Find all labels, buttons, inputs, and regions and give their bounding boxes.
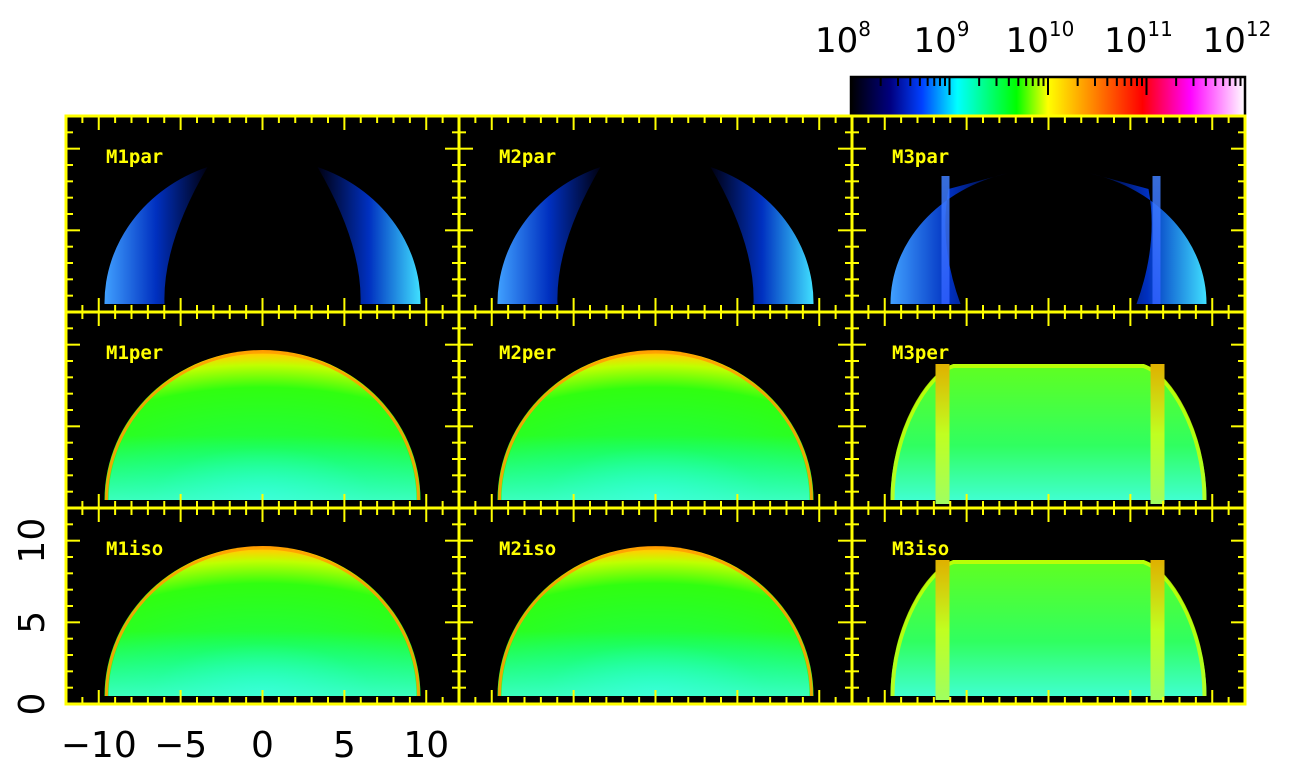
- jet-left: [935, 364, 950, 504]
- colorbar-ticks: [850, 77, 1242, 95]
- panel-M1par: M1par: [64, 114, 461, 314]
- density-edge-left: [890, 173, 1009, 304]
- x-tick-labels: −10 −5 0 5 10: [61, 725, 449, 762]
- colorbar-labels: 108 109 1010 1011 1012: [815, 17, 1271, 61]
- panel-M2per: M2per: [457, 310, 854, 510]
- x-tick-label: 10: [403, 725, 449, 762]
- density-dome-base: [501, 552, 810, 696]
- density-dome-base: [501, 356, 810, 500]
- y-tick-label: 10: [12, 518, 53, 564]
- panel-M2par: M2par: [457, 114, 854, 314]
- panel-ticks: [851, 507, 1246, 705]
- x-tick-label: −10: [61, 725, 137, 762]
- density-rim: [498, 546, 813, 697]
- density-edge-right: [710, 167, 814, 304]
- jet-right: [1152, 176, 1161, 304]
- density-rim: [498, 350, 813, 501]
- jet-right: [1150, 560, 1165, 700]
- x-tick-label: 0: [251, 725, 274, 762]
- y-tick-label: 0: [12, 693, 53, 716]
- panel-label: M3per: [892, 342, 949, 364]
- panel-label: M1per: [106, 342, 163, 364]
- colorbar-label: 108: [815, 17, 871, 61]
- panel-label: M2par: [499, 146, 556, 168]
- colorbar-label: 1010: [1006, 17, 1075, 61]
- panel-M3per: M3per: [850, 310, 1247, 510]
- density-dome: [890, 560, 1207, 696]
- panel-M1iso: M1iso: [64, 506, 461, 706]
- density-dome-base: [108, 356, 417, 500]
- density-rim: [890, 560, 1207, 697]
- density-rim: [105, 350, 420, 501]
- panel-ticks: [65, 311, 460, 509]
- jet-left: [941, 176, 950, 304]
- jet-left: [935, 560, 950, 700]
- x-tick-label: −5: [154, 725, 207, 762]
- x-tick-label: 5: [333, 725, 356, 762]
- panel-label: M2per: [499, 342, 556, 364]
- density-rim: [890, 364, 1207, 501]
- density-edge-right: [1088, 173, 1207, 304]
- colorbar: 108 109 1010 1011 1012: [815, 17, 1271, 118]
- panel-label: M1par: [106, 146, 163, 168]
- colorbar-label: 109: [914, 17, 970, 61]
- density-dome-base: [108, 552, 417, 696]
- jet-right: [1150, 364, 1165, 504]
- panel-label: M1iso: [106, 538, 163, 560]
- panel-label: M2iso: [499, 538, 556, 560]
- density-edge-left: [104, 167, 208, 304]
- density-dome: [890, 364, 1207, 500]
- panel-ticks: [851, 311, 1246, 509]
- colorbar-label: 1011: [1104, 17, 1173, 61]
- panel-ticks: [458, 507, 853, 705]
- panel-M3iso: M3iso: [850, 506, 1247, 706]
- panel-label: M3par: [892, 146, 949, 168]
- panel-M3par: M3par: [850, 114, 1247, 314]
- density-edge-left: [497, 167, 601, 304]
- density-rim: [105, 546, 420, 697]
- panel-label: M3iso: [892, 538, 949, 560]
- panel-M1per: M1per: [64, 310, 461, 510]
- y-tick-labels: 0 5 10: [12, 518, 53, 716]
- density-edge-right: [317, 167, 421, 304]
- panel-M2iso: M2iso: [457, 506, 854, 706]
- colorbar-label: 1012: [1203, 17, 1272, 61]
- panel-grid: M1par M2par M3par M1per M2per M3per M1iso M2iso…: [64, 114, 1247, 706]
- y-tick-label: 5: [12, 611, 53, 634]
